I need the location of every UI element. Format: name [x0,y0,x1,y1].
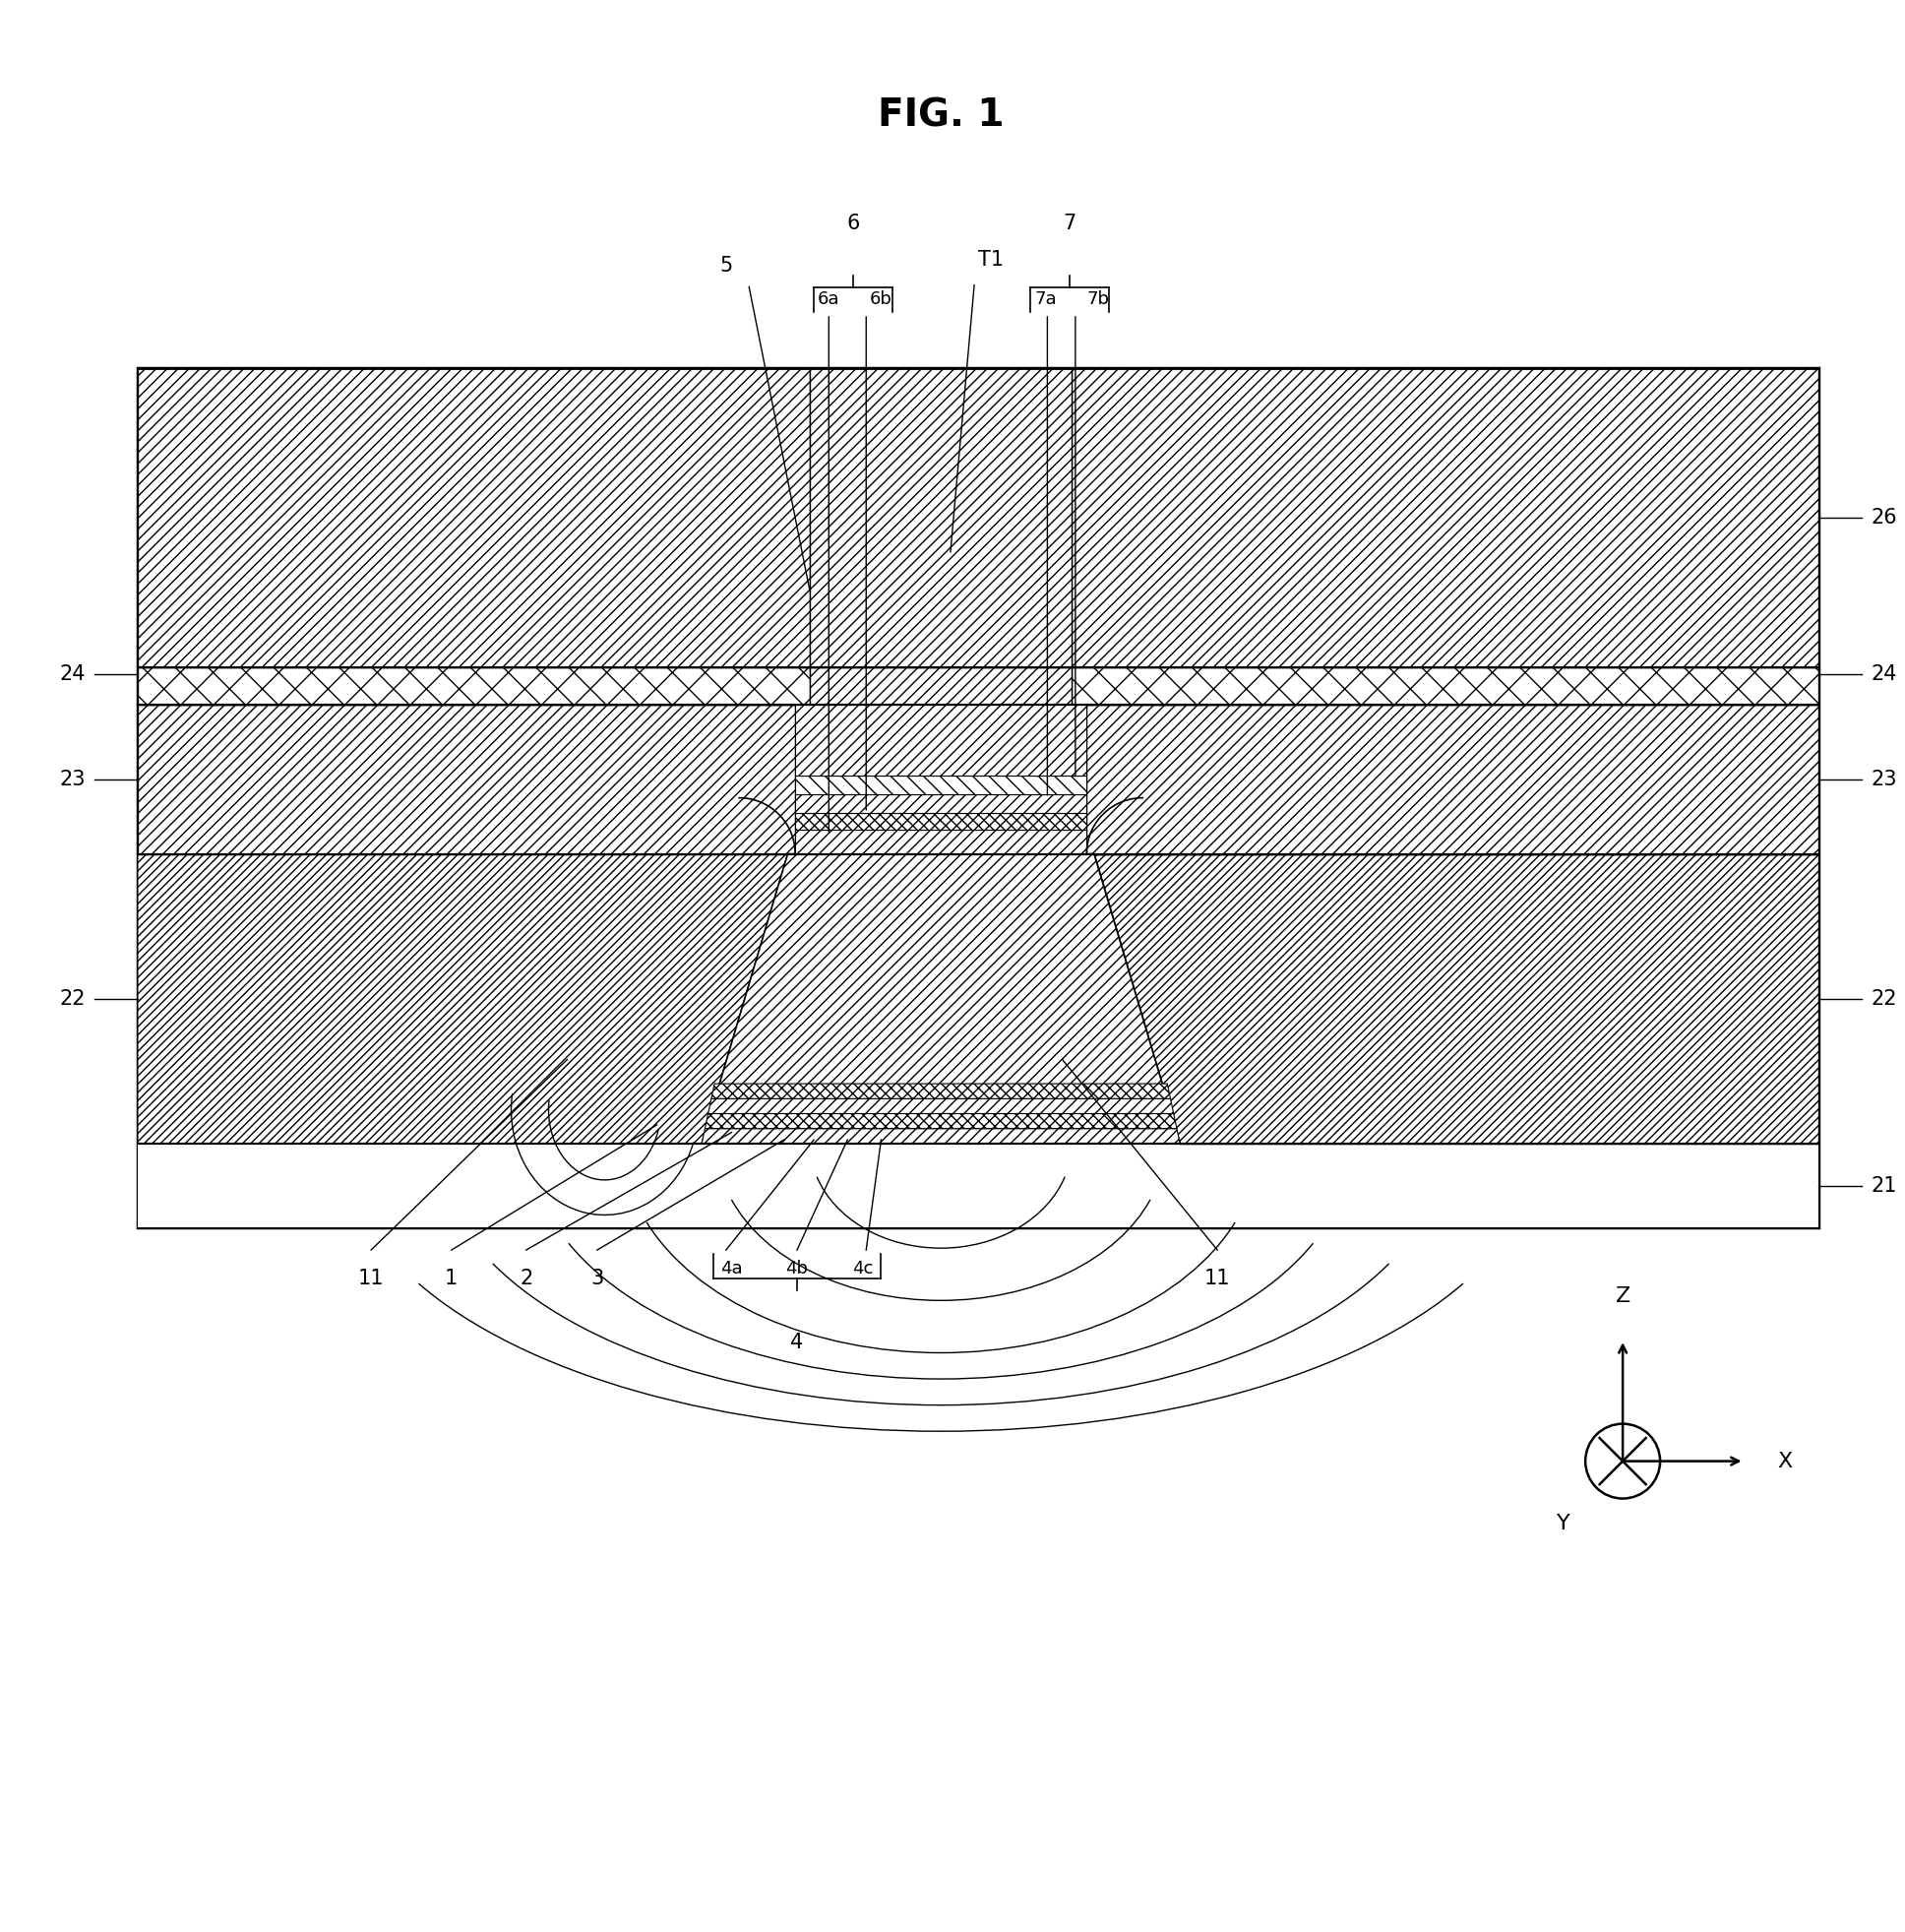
Text: 7a: 7a [1034,290,1057,309]
Text: 6b: 6b [871,290,892,309]
Polygon shape [1086,705,1819,854]
Polygon shape [1073,667,1819,705]
Text: 6: 6 [846,214,859,234]
Polygon shape [137,369,810,667]
Polygon shape [137,705,794,854]
Polygon shape [1093,854,1819,1144]
Text: FIG. 1: FIG. 1 [878,97,1004,135]
Text: 23: 23 [1871,769,1897,788]
Text: X: X [1777,1451,1793,1470]
Text: 23: 23 [59,769,86,788]
Text: 24: 24 [1871,665,1897,684]
Text: 4: 4 [791,1333,804,1352]
Bar [137,1144,1819,1227]
Text: 11: 11 [358,1269,385,1289]
Text: 6a: 6a [817,290,840,309]
Polygon shape [137,667,810,705]
Text: 4b: 4b [785,1260,808,1277]
Bar [794,829,1086,854]
Text: 2: 2 [520,1269,533,1289]
Text: 4c: 4c [852,1260,872,1277]
Text: 22: 22 [59,989,86,1009]
Polygon shape [1073,369,1819,667]
Bar [810,369,1073,667]
Bar [794,813,1086,829]
Text: 1: 1 [446,1269,457,1289]
Bar [810,667,1073,705]
Bar [794,794,1086,813]
Polygon shape [709,1099,1173,1113]
Text: Z: Z [1615,1287,1631,1306]
Text: 5: 5 [720,255,733,274]
Text: 7: 7 [1063,214,1076,234]
Text: 26: 26 [1871,508,1897,527]
Text: Y: Y [1556,1513,1570,1534]
Polygon shape [705,1113,1177,1128]
Text: 22: 22 [1871,989,1897,1009]
Text: 21: 21 [1871,1177,1897,1196]
Text: 24: 24 [59,665,86,684]
Bar [137,369,1819,1227]
Text: 11: 11 [1204,1269,1231,1289]
Text: T1: T1 [979,249,1004,270]
Text: 3: 3 [591,1269,604,1289]
Bar [794,705,1086,775]
Polygon shape [711,1084,1170,1099]
Bar [794,775,1086,794]
Polygon shape [137,854,787,1144]
Text: 4a: 4a [720,1260,743,1277]
Polygon shape [701,1128,1179,1144]
Polygon shape [701,854,1179,1144]
Text: 7b: 7b [1086,290,1109,309]
